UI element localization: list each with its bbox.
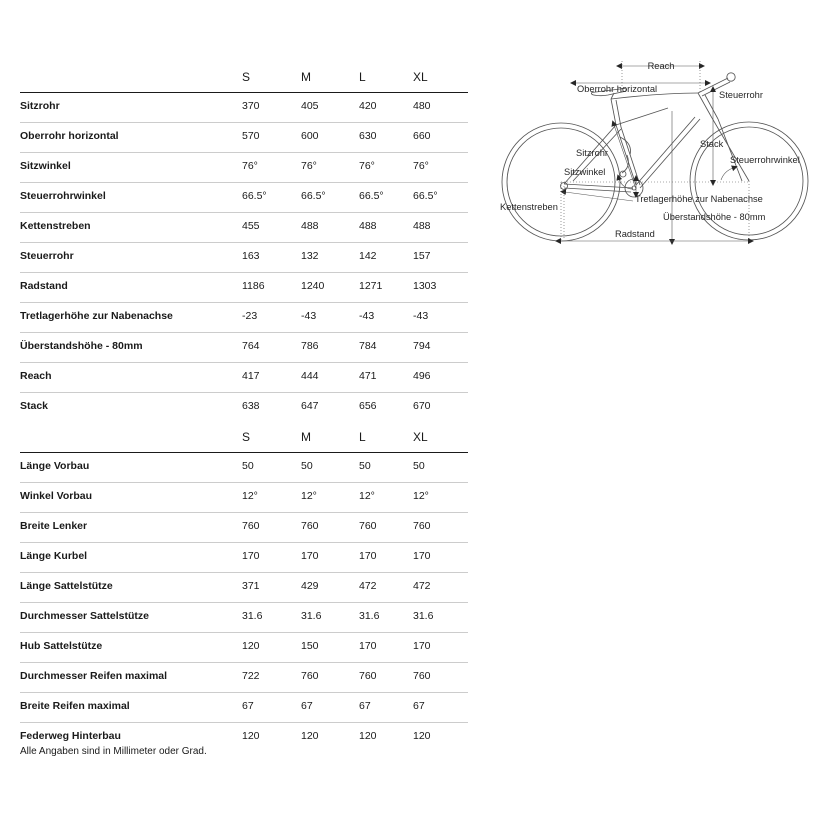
svg-text:Oberrohr horizontal: Oberrohr horizontal [577, 84, 657, 94]
svg-text:Tretlagerhöhe zur Nabenachse: Tretlagerhöhe zur Nabenachse [635, 194, 763, 204]
svg-text:Kettenstreben: Kettenstreben [500, 202, 558, 212]
svg-text:Sitzwinkel: Sitzwinkel [564, 167, 605, 177]
svg-text:Stack: Stack [700, 139, 724, 149]
svg-text:Reach: Reach [648, 61, 675, 71]
svg-text:Überstandshöhe - 80mm: Überstandshöhe - 80mm [663, 212, 766, 222]
svg-text:Steuerrohr: Steuerrohr [719, 90, 763, 100]
svg-text:Sitzrohr: Sitzrohr [576, 148, 608, 158]
svg-text:Radstand: Radstand [615, 229, 655, 239]
svg-text:Steuerrohrwinkel: Steuerrohrwinkel [730, 155, 800, 165]
